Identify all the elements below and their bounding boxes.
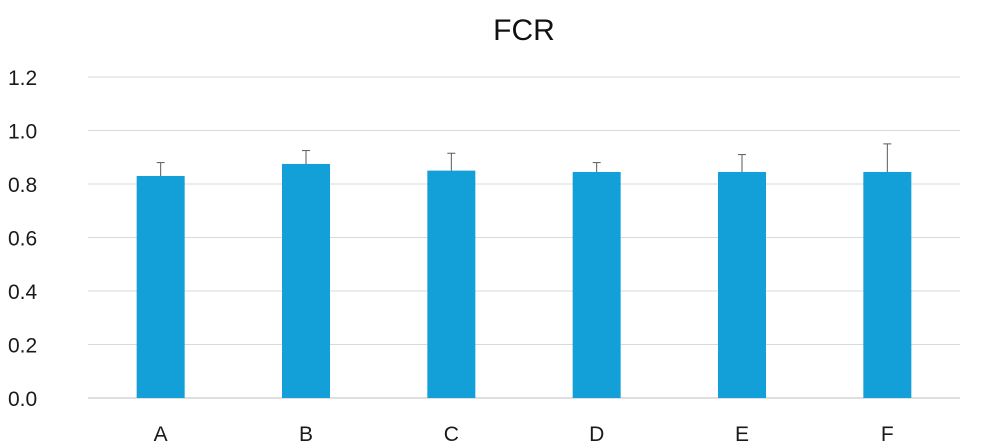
bar-E xyxy=(718,171,766,398)
bar-D xyxy=(572,171,621,398)
y-tick-label: 1.2 xyxy=(8,67,37,90)
y-axis-tick-labels: 0.0 0.2 0.4 0.6 0.8 1.0 1.2 xyxy=(8,67,38,411)
y-tick-label: 0.6 xyxy=(8,228,37,251)
x-tick-label: D xyxy=(589,423,604,443)
x-tick-label: E xyxy=(735,423,749,443)
error-bars xyxy=(156,143,892,176)
bar-B xyxy=(282,163,330,398)
bars xyxy=(136,163,912,398)
bar-F xyxy=(863,171,912,398)
x-tick-label: C xyxy=(444,423,459,443)
bar-A xyxy=(136,175,185,398)
y-tick-label: 0.8 xyxy=(8,174,37,197)
x-tick-label: B xyxy=(299,423,313,443)
bar-C xyxy=(427,170,476,398)
x-axis-tick-labels: A B C D E F xyxy=(154,423,894,443)
y-tick-label: 1.0 xyxy=(8,121,37,144)
y-tick-label: 0.0 xyxy=(8,388,37,411)
x-tick-label: A xyxy=(154,423,168,443)
y-tick-label: 0.2 xyxy=(8,335,37,358)
x-tick-label: F xyxy=(881,423,894,443)
grid-lines xyxy=(88,76,960,399)
chart-title: FCR xyxy=(493,14,555,47)
y-tick-label: 0.4 xyxy=(8,281,38,304)
